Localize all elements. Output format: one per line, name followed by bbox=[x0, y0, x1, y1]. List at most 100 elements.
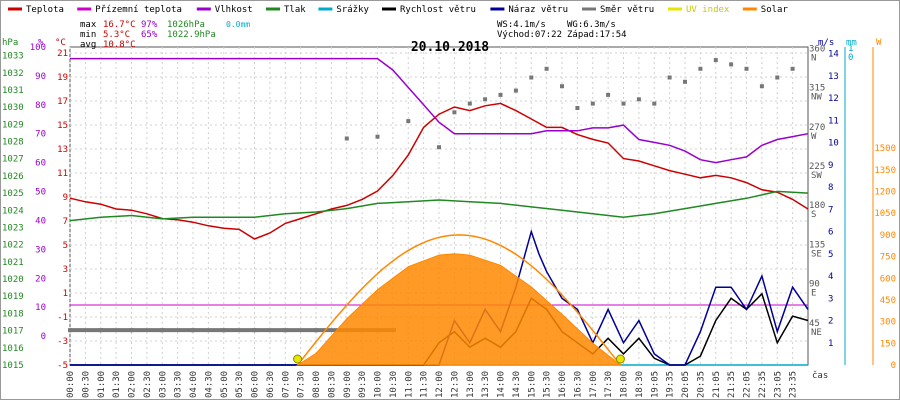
temperature-tick-label: 7 bbox=[63, 217, 68, 227]
wind-direction-point bbox=[606, 92, 611, 97]
wind-dir-tick-code: E bbox=[811, 289, 816, 299]
x-axis-unit: čas bbox=[812, 370, 828, 381]
wind-direction-point bbox=[483, 97, 488, 102]
wind-speed-tick-label: 14 bbox=[828, 50, 839, 60]
solar-tick-label: 600 bbox=[880, 274, 896, 284]
humidity-tick-label: 20 bbox=[35, 274, 46, 284]
temperature-tick-label: -5 bbox=[57, 361, 68, 371]
wind-speed-tick-label: 9 bbox=[828, 161, 833, 171]
temperature-tick-label: 3 bbox=[63, 265, 68, 275]
pressure-tick-label: 1018 bbox=[2, 309, 24, 319]
wind-speed-tick-label: 4 bbox=[828, 272, 833, 282]
pressure-tick-label: 1024 bbox=[2, 206, 24, 216]
wind-direction-point bbox=[544, 66, 549, 71]
stats-rain: 0.0mm bbox=[226, 20, 250, 29]
temperature-tick-label: 15 bbox=[57, 121, 68, 131]
x-tick-label: 22:35 bbox=[758, 371, 768, 398]
stats-sunrise: Východ:07:22 bbox=[497, 30, 562, 40]
x-tick-label: 10:30 bbox=[389, 371, 399, 398]
wind-direction-point bbox=[575, 106, 580, 110]
wind-speed-tick-label: 7 bbox=[828, 205, 833, 215]
x-tick-label: 13:00 bbox=[466, 371, 476, 398]
solar-axis-unit: W bbox=[876, 38, 882, 48]
wind-direction-point bbox=[636, 97, 641, 102]
wind-dir-tick-label: 90 bbox=[809, 280, 820, 290]
wind-direction-point bbox=[713, 58, 718, 63]
wind-direction-point bbox=[344, 136, 349, 141]
pressure-tick-label: 1031 bbox=[2, 86, 24, 96]
humidity-tick-label: 80 bbox=[35, 101, 46, 111]
x-tick-label: 17:30 bbox=[604, 371, 614, 398]
pressure-tick-label: 1016 bbox=[2, 344, 24, 354]
rain-tick-label: 0 bbox=[848, 53, 853, 63]
legend-label: Vlhkost bbox=[215, 5, 253, 15]
wind-direction-point bbox=[590, 101, 595, 106]
x-tick-label: 15:30 bbox=[543, 371, 553, 398]
wind-direction-point bbox=[729, 62, 734, 67]
x-tick-label: 16:00 bbox=[558, 371, 568, 398]
wind-direction-point bbox=[744, 66, 749, 71]
x-tick-label: 06:30 bbox=[266, 371, 276, 398]
wind-direction-point bbox=[621, 101, 626, 106]
legend-label: Solar bbox=[761, 5, 789, 15]
wind-speed-tick-label: 11 bbox=[828, 116, 839, 126]
solar-tick-label: 450 bbox=[880, 296, 896, 306]
wind-direction-point bbox=[513, 88, 518, 93]
x-tick-label: 20:05 bbox=[681, 371, 691, 398]
temperature-tick-label: 9 bbox=[63, 193, 68, 203]
legend-label: Tlak bbox=[284, 5, 306, 15]
x-tick-label: 03:30 bbox=[174, 371, 184, 398]
wind-dir-tick-label: 135 bbox=[809, 240, 825, 250]
x-tick-label: 02:30 bbox=[143, 371, 153, 398]
x-tick-label: 03:00 bbox=[158, 371, 168, 398]
pressure-tick-label: 1028 bbox=[2, 138, 24, 148]
solar-tick-label: 150 bbox=[880, 339, 896, 349]
solar-tick-label: 1050 bbox=[874, 209, 896, 219]
x-tick-label: 14:00 bbox=[497, 371, 507, 398]
x-tick-label: 18:00 bbox=[620, 371, 630, 398]
x-tick-label: 12:30 bbox=[450, 371, 460, 398]
temperature-tick-label: 13 bbox=[57, 145, 68, 155]
stats-wind-gust: WG:6.3m/s bbox=[567, 20, 616, 30]
x-tick-label: 08:00 bbox=[312, 371, 322, 398]
pressure-tick-label: 1022 bbox=[2, 241, 24, 251]
temperature-tick-label: 5 bbox=[63, 241, 68, 251]
stats-min-label: min bbox=[80, 30, 96, 40]
humidity-tick-label: 70 bbox=[35, 130, 46, 140]
pressure-tick-label: 1033 bbox=[2, 52, 24, 62]
x-tick-label: 01:30 bbox=[112, 371, 122, 398]
rain-tick-label: 1 bbox=[848, 44, 853, 54]
series-line-vlhkost bbox=[70, 57, 809, 164]
wind-dir-tick-code: NW bbox=[811, 93, 822, 103]
wind-dir-tick-label: 270 bbox=[809, 123, 825, 133]
humidity-tick-label: 60 bbox=[35, 159, 46, 169]
humidity-axis-unit: % bbox=[38, 38, 44, 48]
x-tick-label: 12:00 bbox=[435, 371, 445, 398]
wind-direction-point bbox=[498, 92, 503, 97]
stats-wind-speed: WS:4.1m/s bbox=[497, 20, 546, 30]
legend-label: UV index bbox=[686, 5, 730, 15]
pressure-tick-label: 1017 bbox=[2, 327, 24, 337]
wind-speed-tick-label: 2 bbox=[828, 317, 833, 327]
x-tick-label: 14:30 bbox=[512, 371, 522, 398]
temperature-tick-label: 1 bbox=[63, 289, 68, 299]
pressure-axis-unit: hPa bbox=[2, 38, 18, 48]
legend-label: Směr větru bbox=[600, 5, 654, 15]
legend-label: Přízemní teplota bbox=[95, 5, 182, 15]
wind-direction-point bbox=[759, 84, 764, 89]
wind-dir-tick-code: NE bbox=[811, 328, 822, 338]
stats-max-press: 1026hPa bbox=[167, 20, 205, 30]
x-tick-label: 10:00 bbox=[374, 371, 384, 398]
humidity-tick-label: 10 bbox=[35, 303, 46, 313]
x-tick-label: 09:00 bbox=[343, 371, 353, 398]
chart-title: 20.10.2018 bbox=[411, 40, 489, 55]
wind-direction-point bbox=[529, 75, 534, 80]
sunrise-marker bbox=[293, 354, 303, 364]
wind-direction-point bbox=[467, 101, 472, 106]
wind-dir-tick-label: 315 bbox=[809, 84, 825, 94]
temperature-tick-label: -1 bbox=[57, 313, 68, 323]
x-tick-label: 23:05 bbox=[773, 371, 783, 398]
pressure-tick-label: 1021 bbox=[2, 258, 24, 268]
wind-direction-point bbox=[667, 75, 672, 80]
x-tick-label: 01:00 bbox=[97, 371, 107, 398]
